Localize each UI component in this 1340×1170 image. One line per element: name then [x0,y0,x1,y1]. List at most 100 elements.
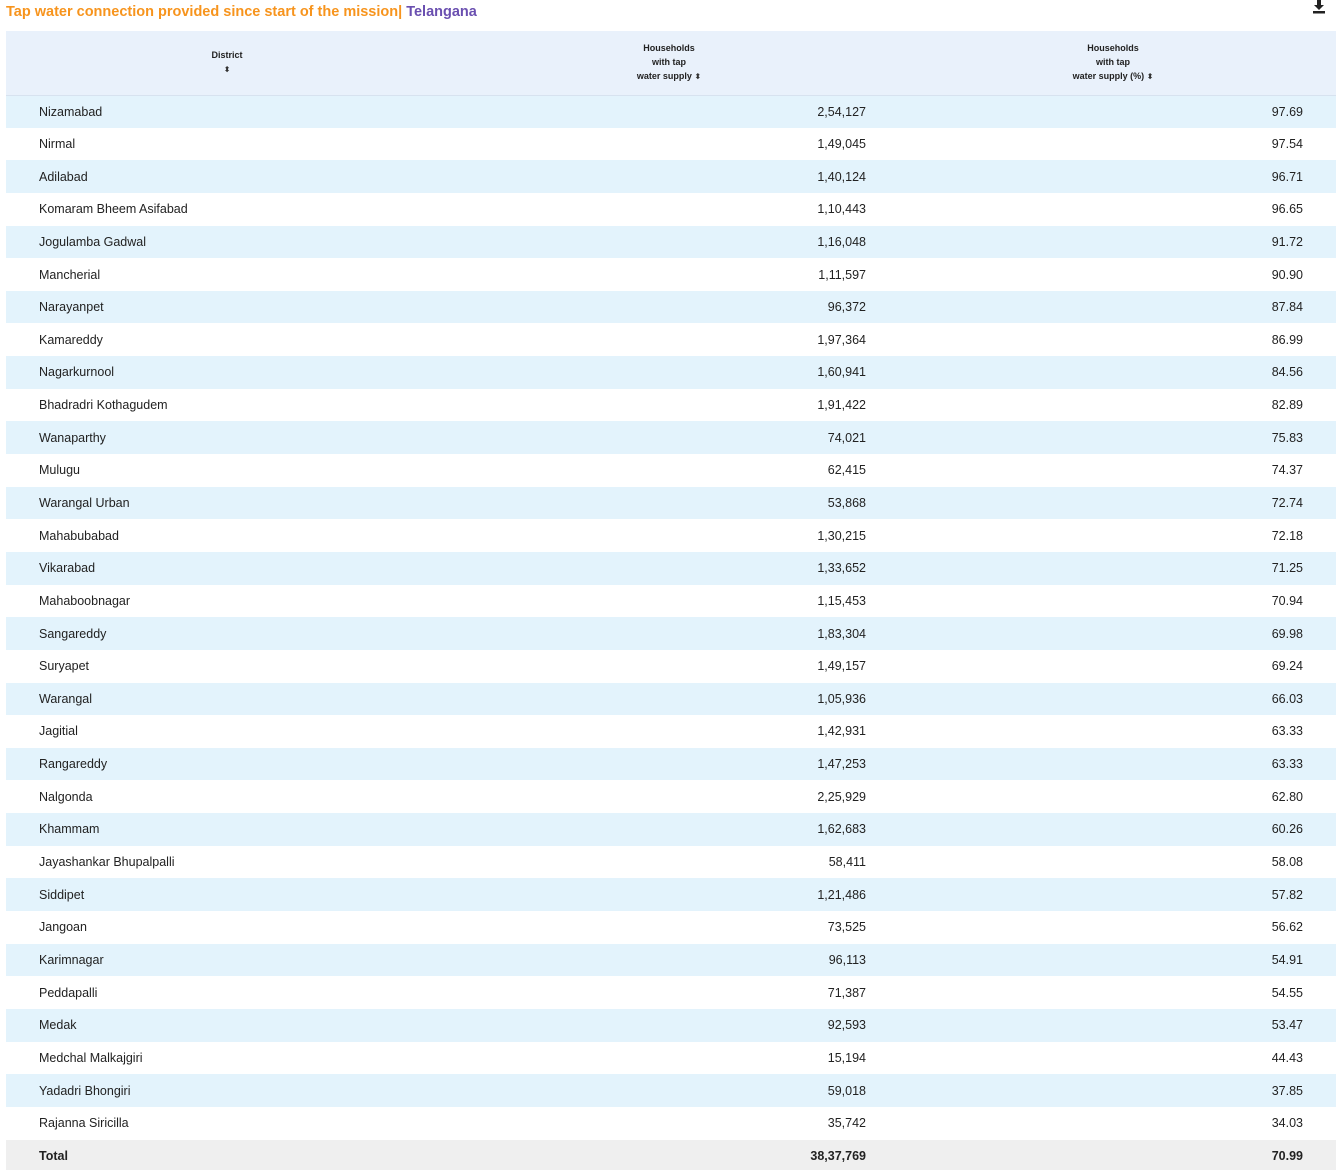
district-cell: Khammam [39,822,100,837]
households-cell: 35,742 [827,1116,866,1131]
table-row: Adilabad 1,40,124 96.71 [6,160,1336,193]
district-cell: Jangoan [39,920,87,935]
district-cell: Warangal Urban [39,496,130,510]
table-row: Peddapalli 71,387 54.55 [6,976,1336,1009]
percent-cell: 75.83 [1271,430,1303,445]
households-cell: 1,21,486 [817,887,866,902]
table-row: Khammam 1,62,683 60.26 [6,813,1336,846]
district-cell: Wanaparthy [39,430,106,445]
percent-cell: 54.55 [1271,985,1303,1000]
table-row: Jangoan 73,525 56.62 [6,911,1336,944]
district-cell: Nizamabad [39,104,103,119]
percent-cell: 87.84 [1271,300,1303,315]
column-header-households[interactable]: Households with tap water supply ⬍ [448,31,890,96]
district-cell: Jayashankar Bhupalpalli [39,855,175,870]
percent-cell: 37.85 [1271,1083,1303,1098]
district-cell: Warangal [39,691,93,706]
district-table: District ⬍ Households with tap water supply … [6,31,1336,1170]
table-row: Jogulamba Gadwal 1,16,048 91.72 [6,225,1336,259]
district-cell: Suryapet [39,659,90,674]
table-row: Mahaboobnagar 1,15,453 70.94 [6,584,1336,618]
households-cell: 2,25,929 [817,789,866,804]
district-cell: Yadadri Bhongiri [39,1083,131,1098]
sort-icon[interactable]: ⬍ [1146,72,1154,82]
percent-cell: 69.98 [1271,626,1303,641]
percent-cell: 56.62 [1271,920,1303,935]
column-header-percent[interactable]: Households with tap water supply (%) ⬍ [890,31,1336,96]
district-cell: Rangareddy [39,757,108,772]
table-row: Nizamabad 2,54,127 97.69 [6,95,1336,128]
table-row: Rajanna Siricilla 35,742 34.03 [6,1106,1336,1140]
table-row: Komaram Bheem Asifabad 1,10,443 96.65 [6,192,1336,226]
households-cell: 1,42,931 [817,724,866,739]
district-cell: Siddipet [39,887,85,902]
district-cell: Komaram Bheem Asifabad [39,202,188,217]
households-cell: 1,15,453 [817,593,866,608]
district-cell: Sangareddy [39,626,107,641]
district-cell: Karimnagar [39,952,104,967]
table-row: Bhadradri Kothagudem 1,91,422 82.89 [6,388,1336,422]
total-percent: 70.99 [1271,1148,1303,1163]
percent-cell: 54.91 [1271,952,1303,967]
sort-icon[interactable]: ⬍ [223,65,231,75]
column-header-text: Households [643,43,695,54]
households-cell: 92,593 [827,1018,866,1033]
table-row: Mahabubabad 1,30,215 72.18 [6,519,1336,552]
column-header-district[interactable]: District ⬍ [6,31,448,96]
table-row: Warangal 1,05,936 66.03 [6,682,1336,716]
percent-cell: 62.80 [1271,789,1303,804]
households-cell: 58,411 [828,855,866,870]
sort-icon[interactable]: ⬍ [694,72,702,82]
percent-cell: 69.24 [1271,659,1303,674]
district-cell: Mancherial [39,267,101,282]
district-cell: Medak [39,1018,77,1033]
download-icon[interactable] [1311,0,1327,14]
district-cell: Rajanna Siricilla [39,1116,129,1131]
households-cell: 1,30,215 [817,528,866,543]
percent-cell: 72.74 [1271,496,1303,510]
households-cell: 53,868 [827,496,866,510]
table-row: Sangareddy 1,83,304 69.98 [6,617,1336,650]
table-body: Nizamabad 2,54,127 97.69 Nirmal 1,49,045 97.5… [6,95,1336,1140]
district-cell: Adilabad [39,169,88,184]
district-cell: Nalgonda [39,789,93,804]
table-header: District ⬍ Households with tap water supply … [6,31,1336,96]
table-row: Wanaparthy 74,021 75.83 [6,421,1336,455]
percent-cell: 71.25 [1271,561,1303,576]
district-cell: Jogulamba Gadwal [39,234,147,249]
percent-cell: 63.33 [1271,757,1303,772]
total-households: 38,37,769 [810,1148,866,1163]
table-row: Warangal Urban 53,868 72.74 [6,486,1336,520]
percent-cell: 91.72 [1271,234,1303,249]
households-cell: 1,16,048 [817,234,866,249]
percent-cell: 66.03 [1271,691,1303,706]
district-cell: Mulugu [39,463,80,478]
households-cell: 1,40,124 [817,169,866,184]
percent-cell: 97.54 [1271,136,1303,151]
households-cell: 1,60,941 [817,365,866,380]
percent-cell: 90.90 [1271,267,1303,282]
district-cell: Bhadradri Kothagudem [39,398,168,413]
households-cell: 73,525 [827,920,866,935]
district-cell: Kamareddy [39,332,103,347]
district-cell: Nagarkurnool [39,365,115,380]
district-cell: Peddapalli [39,985,98,1000]
table-row: Nalgonda 2,25,929 62.80 [6,780,1336,814]
households-cell: 1,97,364 [817,332,866,347]
percent-cell: 53.47 [1271,1018,1303,1033]
percent-cell: 97.69 [1271,104,1303,119]
column-header-text: water supply (%) [1072,71,1145,82]
table-row: Mulugu 62,415 74.37 [6,454,1336,487]
percent-cell: 82.89 [1271,398,1303,413]
percent-cell: 96.71 [1271,169,1303,184]
table-row: Yadadri Bhongiri 59,018 37.85 [6,1074,1336,1107]
table-row: Jagitial 1,42,931 63.33 [6,715,1336,748]
table-row: Nirmal 1,49,045 97.54 [6,127,1336,161]
percent-cell: 72.18 [1271,528,1303,543]
households-cell: 96,372 [827,300,866,315]
page-title: Tap water connection provided since star… [6,4,477,26]
table-row: Jayashankar Bhupalpalli 58,411 58.08 [6,845,1336,879]
households-cell: 1,83,304 [817,626,866,641]
table-row: Medak 92,593 53.47 [6,1008,1336,1042]
state-name: Telangana [406,4,477,20]
